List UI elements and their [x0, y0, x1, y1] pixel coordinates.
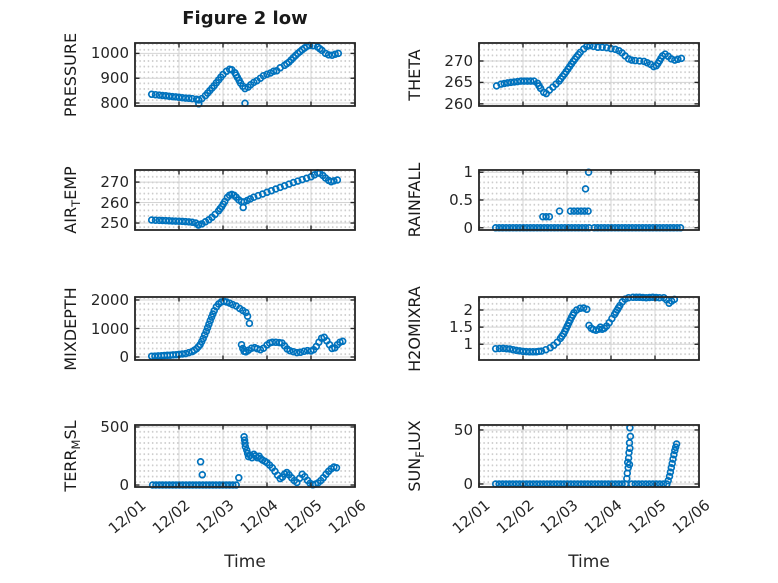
plot-frame [478, 42, 700, 107]
y-tick-label: 0.5 [449, 191, 473, 209]
subplot-h2omixra: 1 1.5 2 H2OMIXRA [405, 286, 700, 371]
y-tick-label: 260 [444, 94, 473, 113]
y-tick-label: 1 [463, 163, 473, 182]
y-tick-label: 1 [463, 335, 473, 354]
y-tick-label: 900 [100, 69, 129, 88]
plot-frame [478, 296, 700, 361]
y-tick-label: 2 [463, 301, 473, 319]
y-tick-label: 250 [100, 214, 129, 233]
plot-area [478, 41, 700, 107]
y-tick-label: 270 [100, 173, 129, 192]
plot-area [478, 168, 700, 232]
y-tick-label: 0 [119, 348, 129, 366]
subplot-mixdepth: 0 1000 2000 MIXDEPTH [61, 287, 356, 370]
scatter-markers [491, 293, 679, 356]
plot-area [134, 296, 356, 361]
plot-frame [134, 296, 356, 361]
plot-frame [478, 169, 700, 231]
scatter-markers [491, 424, 681, 488]
scatter-markers [492, 41, 686, 98]
y-axis-label-sun_flux: SUNFLUX [405, 420, 427, 492]
y-tick-label: 2000 [90, 291, 129, 309]
gridlines [479, 43, 699, 106]
scatter-markers [148, 433, 341, 489]
y-tick-label: 270 [444, 52, 473, 70]
subplot-sun_flux: 0 50 12/01 12/02 12/03 12/04 12/05 12/06 SUNFLUX [405, 420, 714, 537]
plot-frame [478, 424, 700, 488]
y-tick-label: 0 [463, 474, 473, 493]
y-tick-label: 1.5 [449, 318, 473, 337]
plot-area [134, 41, 356, 108]
scatter-markers [147, 297, 347, 361]
plot-area [478, 424, 700, 488]
plot-frame [134, 424, 356, 488]
plot-area [134, 424, 356, 489]
scatter-markers [147, 169, 342, 229]
plot-area [478, 293, 700, 361]
y-tick-label: 800 [100, 94, 129, 113]
y-tick-label: 500 [100, 417, 129, 436]
subplot-pressure: 800 900 1000 PRESSURE [61, 32, 356, 117]
minor-grid-dots [480, 426, 698, 486]
x-axis-label-left: Time [224, 552, 266, 572]
y-axis-label-terr_msl: TERRMSL [61, 420, 83, 492]
plot-area [134, 169, 356, 231]
y-tick-label: 50 [453, 420, 473, 439]
subplot-rainfall: 0 0.5 1 RAINFALL [405, 163, 700, 237]
subplot-theta: 260 265 270 THETA [405, 41, 700, 113]
figure-title: Figure 2 low [182, 8, 308, 29]
y-tick-label: 1000 [90, 44, 129, 63]
subplot-air_temp: 250 260 270 AIRTEMP [61, 166, 356, 234]
y-tick-label: 1000 [90, 319, 129, 338]
y-tick-label: 0 [119, 476, 129, 495]
x-axis-label-right: Time [568, 552, 610, 572]
tick-marks [478, 43, 700, 106]
gridlines [479, 170, 699, 230]
plot-frame [134, 42, 356, 107]
y-tick-label: 260 [100, 193, 129, 212]
y-tick-label: 0 [463, 218, 473, 237]
scatter-markers [147, 41, 343, 108]
plot-frame [134, 169, 356, 231]
y-tick-label: 265 [444, 73, 473, 92]
subplot-terr_msl: 0 500 12/01 12/02 12/03 12/04 12/05 12/06 TERRMS… [61, 418, 370, 538]
